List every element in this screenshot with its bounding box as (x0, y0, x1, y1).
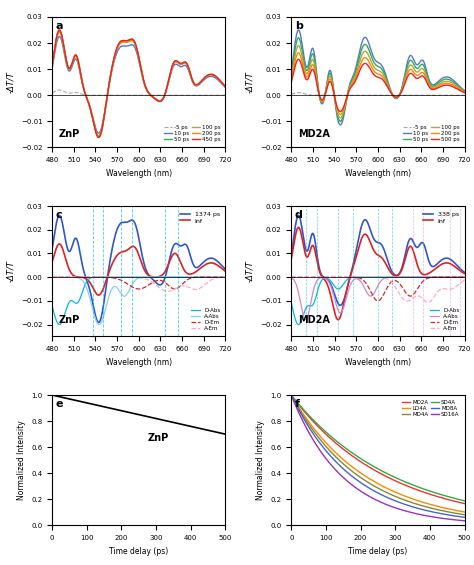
MD8A (457, 514, 463, 520)
SD16A (430, 514, 436, 520)
X-axis label: Wavelength (nm): Wavelength (nm) (106, 358, 172, 367)
SD16A (288, 392, 294, 398)
Y-axis label: Normalized Intensity: Normalized Intensity (17, 420, 26, 500)
Line: MD2A: MD2A (291, 395, 465, 503)
Text: c: c (55, 210, 62, 220)
MD8A (382, 493, 388, 500)
MD8A (372, 488, 377, 494)
Text: a: a (55, 21, 63, 31)
Y-axis label: -ΔT/T: -ΔT/T (246, 71, 255, 93)
MD8A (392, 497, 397, 504)
MD8A (371, 487, 376, 494)
Text: b: b (295, 21, 302, 31)
Y-axis label: -ΔT/T: -ΔT/T (6, 71, 15, 93)
Legend: D-Abs, A-Abs, D-Em, A-Em: D-Abs, A-Abs, D-Em, A-Em (428, 306, 462, 333)
MD4A (371, 483, 376, 489)
Text: f: f (295, 399, 300, 409)
MD2A (462, 500, 467, 507)
Text: MD2A: MD2A (298, 315, 330, 325)
Y-axis label: -ΔT/T: -ΔT/T (6, 260, 15, 282)
Line: MD4A: MD4A (291, 395, 465, 515)
LD4A (462, 508, 467, 515)
Y-axis label: Normalized Intensity: Normalized Intensity (256, 420, 264, 500)
MD4A (288, 392, 294, 398)
LD4A (392, 488, 397, 495)
SD4A (372, 463, 377, 470)
MD4A (430, 505, 436, 512)
Text: ZnP: ZnP (59, 129, 80, 139)
MD2A (372, 467, 377, 473)
X-axis label: Wavelength (nm): Wavelength (nm) (106, 168, 172, 177)
SD4A (371, 463, 376, 470)
SD4A (457, 497, 463, 503)
MD4A (382, 488, 388, 495)
LD4A (457, 508, 463, 515)
MD2A (288, 392, 294, 398)
Line: LD4A: LD4A (291, 395, 465, 512)
Text: d: d (295, 210, 302, 220)
Line: SD4A: SD4A (291, 395, 465, 501)
MD2A (371, 466, 376, 473)
Text: MD2A: MD2A (298, 129, 330, 139)
Line: SD16A: SD16A (291, 395, 465, 521)
LD4A (430, 502, 436, 509)
MD4A (462, 511, 467, 518)
Legend: -5 ps, 10 ps, 50 ps, 100 ps, 200 ps, 500 ps: -5 ps, 10 ps, 50 ps, 100 ps, 200 ps, 500… (401, 123, 462, 145)
MD8A (462, 514, 467, 521)
SD4A (462, 497, 467, 504)
MD2A (392, 477, 397, 484)
SD4A (430, 489, 436, 496)
MD2A (457, 499, 463, 506)
Text: e: e (55, 399, 63, 409)
LD4A (372, 479, 377, 485)
LD4A (288, 392, 294, 398)
Line: MD8A: MD8A (291, 395, 465, 518)
Legend: -5 ps, 10 ps, 50 ps, 100 ps, 200 ps, 450 ps: -5 ps, 10 ps, 50 ps, 100 ps, 200 ps, 450… (162, 123, 223, 145)
MD2A (430, 492, 436, 499)
X-axis label: Wavelength (nm): Wavelength (nm) (345, 358, 411, 367)
SD16A (462, 518, 467, 524)
SD4A (382, 469, 388, 476)
Legend: D-Abs, A-Abs, D-Em, A-Em: D-Abs, A-Abs, D-Em, A-Em (189, 306, 223, 333)
SD16A (371, 496, 376, 502)
SD16A (372, 496, 377, 503)
MD8A (288, 392, 294, 398)
Y-axis label: -ΔT/T: -ΔT/T (246, 260, 255, 282)
X-axis label: Time delay (ps): Time delay (ps) (109, 547, 168, 556)
MD4A (457, 511, 463, 518)
Text: ZnP: ZnP (147, 433, 169, 443)
X-axis label: Time delay (ps): Time delay (ps) (348, 547, 408, 556)
Text: ZnP: ZnP (59, 315, 80, 325)
LD4A (371, 478, 376, 485)
X-axis label: Wavelength (nm): Wavelength (nm) (345, 168, 411, 177)
MD8A (430, 508, 436, 515)
MD2A (382, 472, 388, 479)
MD4A (372, 483, 377, 490)
SD16A (457, 517, 463, 524)
MD4A (392, 493, 397, 499)
Legend: MD2A, LD4A, MD4A, SD4A, MD8A, SD16A: MD2A, LD4A, MD4A, SD4A, MD8A, SD16A (400, 398, 462, 419)
SD4A (392, 473, 397, 480)
SD16A (392, 504, 397, 511)
SD16A (382, 501, 388, 507)
SD4A (288, 392, 294, 398)
LD4A (382, 484, 388, 491)
